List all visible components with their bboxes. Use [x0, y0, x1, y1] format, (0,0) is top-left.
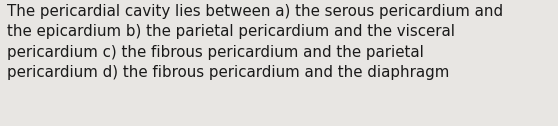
Text: The pericardial cavity lies between a) the serous pericardium and
the epicardium: The pericardial cavity lies between a) t…: [7, 4, 503, 80]
